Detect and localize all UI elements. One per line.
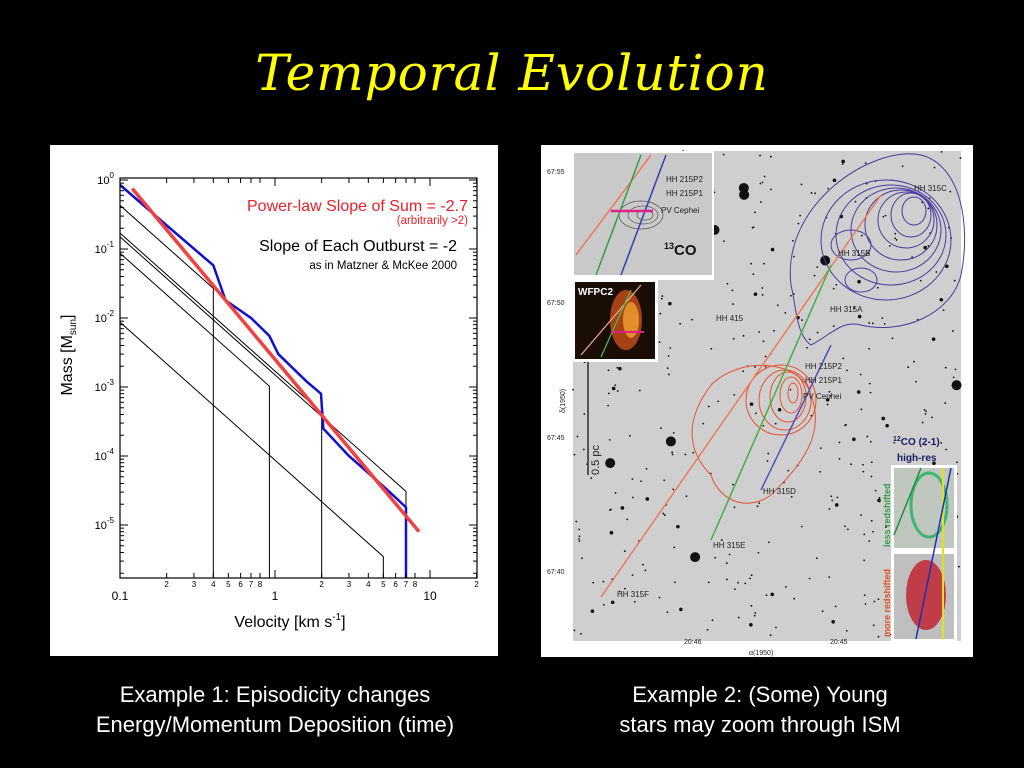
- caption-left-line: Energy/Momentum Deposition (time): [95, 712, 455, 737]
- scale-bar-label: 0.5 pc: [590, 445, 602, 475]
- svg-text:PV Cephei: PV Cephei: [661, 206, 699, 215]
- blue-contours: [789, 153, 966, 346]
- object-label: HH 315E: [713, 541, 745, 550]
- object-label: HH 315F: [617, 590, 649, 599]
- x-minor-tick-label: 3: [192, 580, 197, 589]
- inset-13co-label: 13CO: [664, 241, 697, 259]
- outburst-line-2: [119, 236, 407, 578]
- dec-tick: 67:50: [547, 300, 565, 307]
- inset-12co-subtitle: high-res: [897, 453, 937, 464]
- caption-right-line: stars may zoom through ISM: [619, 712, 901, 737]
- x-minor-tick-label: 2: [474, 580, 479, 589]
- dec-tick: 67:55: [547, 169, 565, 176]
- y-tick-label: 10-1: [95, 240, 115, 256]
- caption-right: Example 2: (Some) Young stars may zoom t…: [540, 680, 980, 740]
- fit-line: [130, 187, 421, 533]
- x-tick-label: 1: [272, 589, 279, 603]
- slide-title: Temporal Evolution: [255, 44, 769, 102]
- svg-text:HH 215P2: HH 215P2: [666, 175, 703, 184]
- dec-tick: 67:45: [547, 435, 565, 442]
- dec-axis-label: δ(1950): [560, 389, 567, 413]
- fit-label: Power-law Slope of Sum = -2.7: [247, 198, 468, 215]
- caption-right-line: Example 2: (Some) Young: [632, 682, 888, 707]
- inset-wfpc2: WFPC2: [572, 280, 658, 362]
- ra-tick: 20:45: [830, 639, 848, 646]
- x-minor-tick-label: 7: [249, 580, 254, 589]
- y-tick-label: 100: [97, 171, 114, 187]
- dec-tick: 67:40: [547, 569, 565, 576]
- outflow-axis-orange: [600, 194, 882, 598]
- outburst-note: as in Matzner & McKee 2000: [309, 260, 457, 272]
- y-tick-label: 10-5: [95, 516, 115, 532]
- fit-note: (arbitrarily >2): [397, 215, 468, 227]
- x-minor-tick-label: 7: [404, 580, 409, 589]
- x-minor-tick-label: 2: [319, 580, 324, 589]
- x-minor-tick-label: 5: [381, 580, 386, 589]
- sky-image-panel: 13CO WFPC2 12CO (2-1) high-res less reds…: [541, 145, 973, 657]
- ra-axis-label: α(1950): [749, 650, 773, 657]
- y-tick-label: 10-2: [95, 309, 115, 325]
- outburst-line-0: [119, 204, 214, 578]
- object-label: PV Cephei: [803, 392, 841, 401]
- y-tick-label: 10-3: [95, 378, 115, 394]
- x-minor-tick-label: 4: [211, 580, 216, 589]
- more-redshifted-label: more redshifted: [882, 569, 892, 637]
- caption-left: Example 1: Episodicity changes Energy/Mo…: [40, 680, 510, 740]
- outflow-axis-blue: [760, 344, 832, 491]
- outburst-label: Slope of Each Outburst = -2: [259, 238, 457, 255]
- x-minor-tick-label: 5: [226, 580, 231, 589]
- svg-text:HH 215P1: HH 215P1: [666, 189, 703, 198]
- outburst-line-4: [119, 321, 384, 578]
- x-minor-tick-label: 4: [366, 580, 371, 589]
- inset-13co: 13CO: [572, 151, 714, 280]
- y-tick-label: 10-4: [95, 447, 115, 463]
- outburst-line-3: [119, 252, 270, 578]
- x-minor-tick-label: 6: [238, 580, 243, 589]
- caption-left-line: Example 1: Episodicity changes: [119, 682, 431, 707]
- outflow-axis-green: [710, 264, 832, 541]
- ra-tick: 20:46: [684, 639, 702, 646]
- object-label: HH 415: [716, 314, 744, 323]
- x-minor-tick-label: 3: [347, 580, 352, 589]
- object-label: HH 315C: [914, 184, 947, 193]
- x-minor-tick-label: 8: [258, 580, 263, 589]
- object-label: HH 315B: [838, 249, 870, 258]
- sky-image: 13CO WFPC2 12CO (2-1) high-res less reds…: [547, 150, 966, 657]
- object-label: HH 315A: [830, 305, 863, 314]
- sum-line: [119, 183, 408, 578]
- x-tick-label: 0.1: [112, 589, 129, 603]
- y-axis-label: Mass [Msun]: [59, 314, 79, 395]
- x-minor-tick-label: 6: [393, 580, 398, 589]
- object-label: HH 315D: [763, 487, 796, 496]
- object-label: HH 215P1: [805, 376, 842, 385]
- x-minor-tick-label: 2: [164, 580, 169, 589]
- plot-frame: [119, 177, 478, 579]
- less-redshifted-label: less redshifted: [882, 483, 892, 547]
- inset-wfpc2-label: WFPC2: [578, 287, 613, 298]
- inset-12co-title: 12CO (2-1): [893, 436, 940, 448]
- object-label: HH 215P2: [805, 362, 842, 371]
- mass-velocity-chart-panel: 100 10-1 10-2 10-3 10-4 10-5 0.1 1 10 2 3 4 5 6 7 8 2 3 4 5…: [50, 145, 498, 656]
- x-tick-label: 10: [423, 589, 437, 603]
- x-axis-label: Velocity [km s-1]: [234, 612, 345, 631]
- inset-12co: 12CO (2-1) high-res less redshifted more…: [882, 436, 957, 641]
- x-minor-tick-label: 8: [413, 580, 418, 589]
